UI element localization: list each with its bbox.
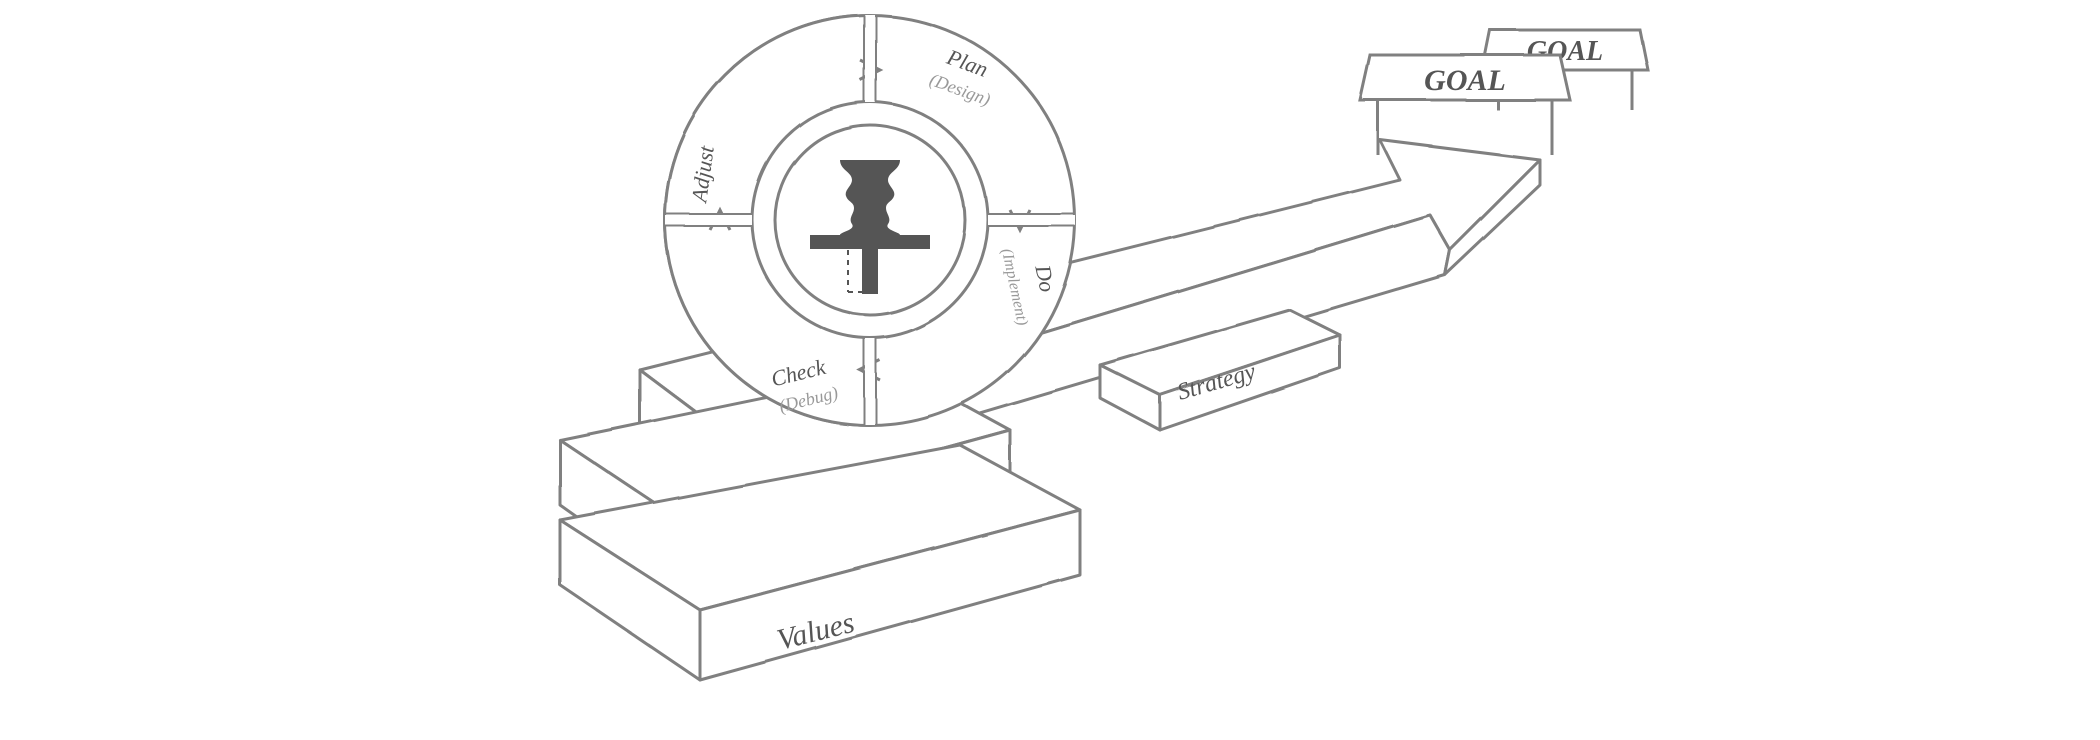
goal-sign-front-label: GOAL (1424, 64, 1506, 97)
pdca-wheel: Plan (Design) Do (Implement) Check (Debu… (665, 15, 1075, 425)
pdca-diagram: GOAL GOAL Strategy Process Values (0, 0, 2100, 740)
